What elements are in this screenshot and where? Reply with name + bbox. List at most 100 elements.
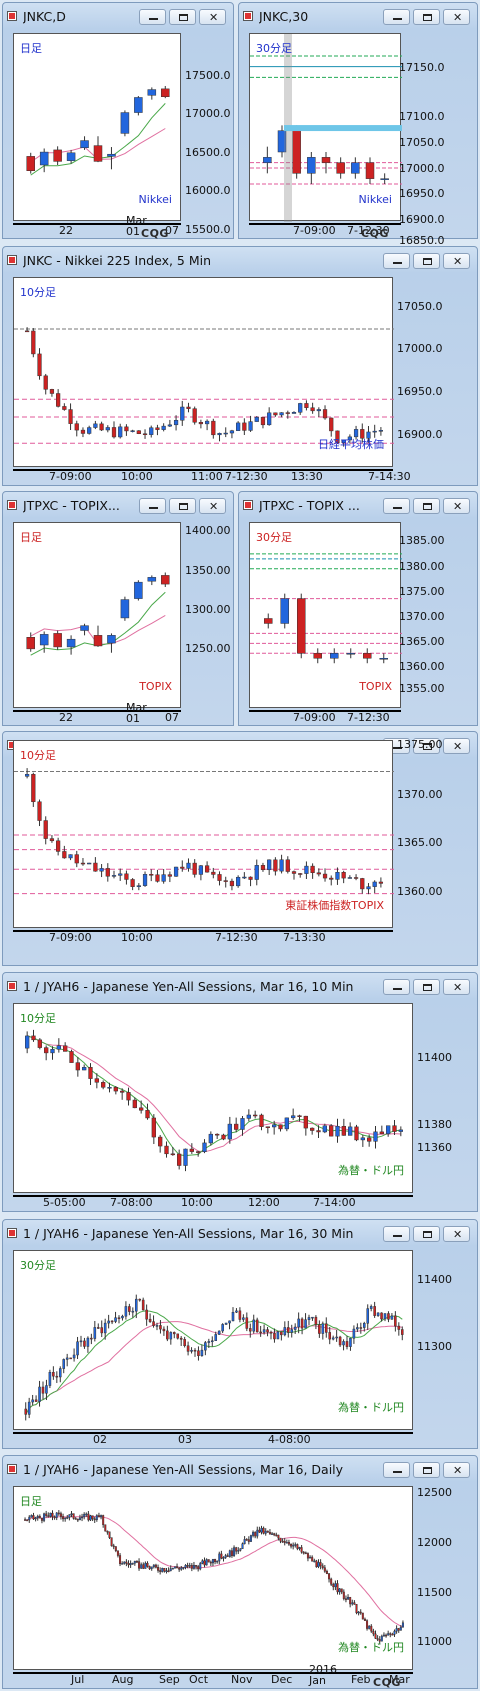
candle xyxy=(120,110,130,137)
moving-average-line xyxy=(27,1035,401,1157)
candle xyxy=(127,1560,130,1568)
candle xyxy=(379,1125,384,1135)
maximize-icon xyxy=(423,1467,432,1474)
close-button[interactable]: ✕ xyxy=(443,979,470,995)
close-button[interactable]: ✕ xyxy=(443,738,470,754)
candle xyxy=(104,1524,107,1532)
maximize-button[interactable] xyxy=(413,1462,440,1478)
candle xyxy=(86,1336,90,1353)
plot-area[interactable]: 30分足 Nikkei xyxy=(249,33,402,222)
candle xyxy=(233,1545,236,1557)
candle xyxy=(262,1324,266,1335)
plot-area[interactable]: 10分足 日経平均株価 xyxy=(13,277,394,467)
candle xyxy=(53,146,62,165)
candle xyxy=(397,1322,401,1336)
close-button[interactable]: ✕ xyxy=(443,253,470,269)
plot-area[interactable]: 日足 TOPIX xyxy=(13,522,181,708)
chart-window-topix-daily[interactable]: JTPXC - TOPIX... ✕ 日足 TOPIX 1400.00 1350.00 13… xyxy=(2,491,234,726)
candle xyxy=(269,1330,273,1340)
chart-window-yen-daily[interactable]: 1 / JYAH6 - Japanese Yen-All Sessions, M… xyxy=(2,1455,478,1689)
candle xyxy=(291,870,297,880)
candle xyxy=(351,1599,354,1606)
chart-window-jnkc-daily[interactable]: JNKC,D ✕ 日足 Nikkei 17500.0 17000.0 16500.0 1600… xyxy=(2,2,234,240)
candle xyxy=(113,1086,118,1095)
plot-area[interactable]: 10分足 東証株価指数TOPIX xyxy=(13,740,394,928)
close-button[interactable]: ✕ xyxy=(443,1226,470,1242)
maximize-button[interactable] xyxy=(413,498,440,514)
x-axis-tick: 7-12:30 xyxy=(347,224,390,237)
candle xyxy=(211,867,216,879)
candle xyxy=(99,864,104,878)
candle xyxy=(210,1336,214,1347)
minimize-button[interactable] xyxy=(383,1462,410,1478)
y-axis-tick: 11360 xyxy=(417,1141,452,1154)
candle xyxy=(341,1118,346,1136)
minimize-button[interactable] xyxy=(139,9,166,25)
minimize-button[interactable] xyxy=(383,498,410,514)
maximize-button[interactable] xyxy=(413,9,440,25)
candle xyxy=(342,1339,345,1351)
close-button[interactable]: ✕ xyxy=(443,9,470,25)
chart-window-nikkei-5min[interactable]: JNKC - Nikkei 225 Index, 5 Min ✕ 10分足 日経平均株… xyxy=(2,246,478,486)
candle xyxy=(263,146,272,174)
plot-area[interactable]: 10分足 為替・ドル円 xyxy=(13,1003,413,1193)
candle xyxy=(126,1087,131,1106)
plot-area[interactable]: 30分足 為替・ドル円 xyxy=(13,1250,413,1430)
candle xyxy=(211,1558,214,1567)
candle xyxy=(217,871,222,886)
candle xyxy=(81,1513,84,1522)
x-axis-tick: 7-09:00 xyxy=(293,224,336,237)
minimize-icon xyxy=(393,14,402,20)
candle xyxy=(106,1530,109,1535)
plot-area[interactable]: 30分足 TOPIX xyxy=(249,522,402,708)
candle xyxy=(335,1118,340,1143)
x-axis-tick: 7-13:30 xyxy=(283,931,326,944)
y-axis-tick: 17050.0 xyxy=(399,136,445,149)
plot-area[interactable]: 日足 為替・ドル円 xyxy=(13,1486,413,1670)
cqg-logo: CQG xyxy=(141,227,169,240)
close-button[interactable]: ✕ xyxy=(199,498,226,514)
chart-window-topix-5min[interactable]: JTPXC - TOPIX Index, 5 Min✕10分足東証株価指数TOP… xyxy=(2,731,478,966)
plot-area[interactable]: 日足 Nikkei xyxy=(13,33,181,221)
candle xyxy=(93,420,98,430)
candle xyxy=(235,1308,238,1314)
candle xyxy=(49,1512,52,1518)
chart-window-jnkc-30min[interactable]: JNKC,30 ✕ 30分足 Nikkei 17150.0 17100.0 17050.0 1… xyxy=(238,2,478,247)
candle xyxy=(112,1543,115,1550)
minimize-button[interactable] xyxy=(383,1226,410,1242)
x-axis-tick: 13:30 xyxy=(291,470,323,483)
candle xyxy=(63,1042,68,1052)
candle xyxy=(272,1120,277,1135)
maximize-button[interactable] xyxy=(169,9,196,25)
maximize-button[interactable] xyxy=(413,738,440,754)
maximize-button[interactable] xyxy=(413,1226,440,1242)
minimize-button[interactable] xyxy=(383,253,410,269)
candle xyxy=(236,875,241,888)
candle xyxy=(302,1551,305,1555)
close-button[interactable]: ✕ xyxy=(443,498,470,514)
candle xyxy=(283,1538,286,1546)
candle xyxy=(97,1512,100,1518)
chart-window-topix-30min[interactable]: JTPXC - TOPIX ... ✕ 30分足 TOPIX 1385.00 1380.0… xyxy=(238,491,478,726)
maximize-button[interactable] xyxy=(413,253,440,269)
candle xyxy=(290,1324,294,1338)
candle xyxy=(279,1537,282,1544)
candle xyxy=(292,1542,295,1550)
window-title: JTPXC - TOPIX... xyxy=(23,498,120,513)
minimize-button[interactable] xyxy=(383,979,410,995)
candle xyxy=(121,1314,124,1321)
candle xyxy=(353,1600,356,1605)
close-button[interactable]: ✕ xyxy=(443,1462,470,1478)
minimize-button[interactable] xyxy=(383,9,410,25)
candle xyxy=(155,424,160,436)
minimize-button[interactable] xyxy=(139,498,166,514)
candle xyxy=(386,1125,391,1137)
maximize-button[interactable] xyxy=(413,979,440,995)
maximize-button[interactable] xyxy=(169,498,196,514)
close-button[interactable]: ✕ xyxy=(199,9,226,25)
candle xyxy=(198,419,204,429)
chart-window-yen-10min[interactable]: 1 / JYAH6 - Japanese Yen-All Sessions, M… xyxy=(2,972,478,1212)
chart-window-yen-30min[interactable]: 1 / JYAH6 - Japanese Yen-All Sessions, M… xyxy=(2,1219,478,1449)
candle xyxy=(307,1314,311,1326)
x-axis-tick: 4-08:00 xyxy=(268,1433,311,1446)
